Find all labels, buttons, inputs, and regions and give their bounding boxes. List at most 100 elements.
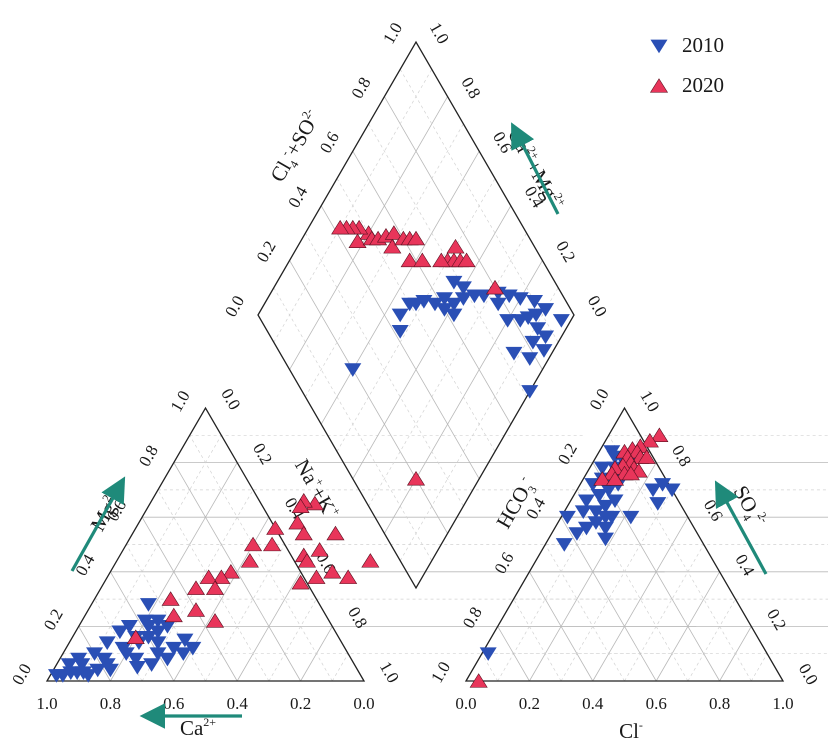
tick-label: 1.0	[379, 19, 406, 47]
point-2020	[205, 580, 225, 595]
tick-label: 0.8	[135, 442, 162, 470]
tick-label: 0.8	[459, 604, 486, 632]
point-2010	[391, 308, 409, 323]
tick-label: 1.0	[772, 694, 793, 713]
cation-triangle-outline	[45, 406, 366, 682]
point-2020	[205, 613, 225, 628]
point-2010	[529, 322, 547, 336]
point-2020	[406, 471, 426, 486]
tick-label: 0.2	[554, 440, 581, 468]
tick-label: 1.0	[427, 658, 454, 686]
tick-label: 1.0	[167, 387, 194, 415]
point-2010	[149, 636, 167, 651]
point-2010	[505, 346, 523, 361]
point-2010	[590, 488, 608, 503]
point-2020	[331, 219, 350, 235]
point-2010	[128, 660, 146, 675]
point-2010	[555, 538, 573, 552]
point-2020	[384, 225, 403, 240]
point-2010	[568, 527, 586, 541]
point-2020	[297, 553, 316, 568]
point-2020	[361, 553, 380, 568]
point-2010	[149, 647, 167, 661]
tick-label: 0.0	[353, 694, 374, 713]
grid-line	[576, 489, 689, 682]
anion-triangle-outline	[464, 406, 785, 682]
grid-line	[497, 626, 530, 682]
point-2020	[288, 514, 307, 530]
grid-line	[560, 489, 673, 682]
point-2020	[212, 569, 231, 584]
point-2010	[435, 303, 453, 317]
tick-label: 1.0	[426, 19, 453, 47]
tick-label: 1.0	[36, 694, 57, 713]
tick-label: 0.8	[344, 604, 371, 632]
point-2010	[574, 505, 592, 519]
point-2020	[199, 569, 218, 584]
point-2010	[489, 297, 507, 312]
point-2010	[48, 669, 66, 683]
diamond-outline	[257, 40, 575, 590]
point-2010	[127, 652, 145, 667]
tick-label: 0.8	[668, 442, 695, 470]
point-2020	[263, 536, 282, 552]
grid-line	[273, 69, 433, 343]
point-2010	[143, 658, 161, 672]
point-2010	[511, 292, 529, 306]
grid-line	[352, 205, 512, 480]
point-2020	[593, 471, 612, 486]
tick-label: 0.2	[253, 238, 280, 266]
grid-line	[305, 232, 464, 507]
mg-arrow	[70, 476, 126, 572]
point-2010	[165, 641, 183, 656]
cl-axis-label: Cl-	[619, 718, 643, 743]
point-2010	[401, 297, 419, 312]
point-2010	[526, 294, 543, 309]
ca-axis-label: Ca2+	[180, 715, 216, 740]
point-2010	[552, 314, 570, 328]
point-2010	[587, 505, 605, 519]
grid-line	[750, 653, 768, 682]
legend-marker-2020	[649, 78, 669, 93]
grid-line	[624, 544, 705, 682]
point-2010	[344, 363, 362, 377]
point-2010	[606, 494, 624, 509]
point-2010	[644, 483, 662, 498]
point-2010	[149, 625, 167, 640]
point-2010	[95, 652, 113, 667]
grid-line	[336, 178, 496, 452]
point-2010	[524, 335, 542, 350]
point-2010	[114, 641, 132, 656]
point-2020	[186, 580, 206, 595]
point-2020	[383, 238, 402, 254]
axis-labels: Mg2+Na++K+Ca2+HCO3-SO42-Cl-Cl4-+SO2-Ca2+…	[85, 105, 772, 743]
point-2010	[73, 658, 91, 672]
grid-line	[384, 96, 543, 370]
grid-line	[305, 123, 464, 398]
tick-label: 0.6	[163, 694, 184, 713]
point-2020	[348, 233, 367, 248]
point-2010	[139, 630, 157, 645]
point-2010	[435, 292, 453, 306]
point-2010	[98, 636, 116, 651]
tick-label: 0.2	[40, 606, 67, 634]
point-2010	[521, 352, 539, 366]
ca-mg-arrow	[511, 122, 560, 215]
point-2010	[139, 598, 157, 612]
point-2020	[307, 569, 326, 584]
tick-label: 0.0	[795, 660, 822, 688]
point-2020	[294, 525, 313, 541]
point-2020	[126, 629, 145, 644]
point-2010	[587, 516, 605, 530]
point-2010	[649, 497, 667, 511]
grid-line	[544, 544, 625, 682]
point-2020	[400, 252, 419, 268]
point-2010	[111, 625, 129, 640]
grid-line	[205, 544, 286, 682]
point-2010	[500, 289, 518, 304]
so4-arrow	[714, 480, 768, 575]
point-2020	[291, 574, 310, 590]
point-2020	[446, 238, 465, 254]
point-2010	[454, 292, 472, 306]
